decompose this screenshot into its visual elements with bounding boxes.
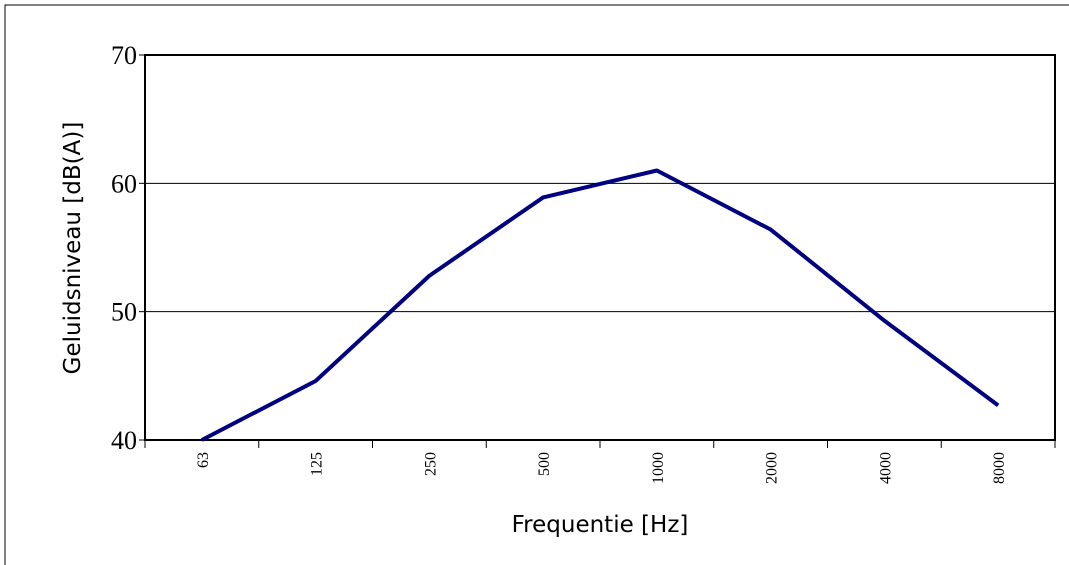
x-tick-label: 4000 bbox=[877, 452, 894, 484]
x-tick-label: 1000 bbox=[650, 452, 667, 484]
chart-frame bbox=[4, 4, 1069, 565]
x-axis-label: Frequentie [Hz] bbox=[512, 512, 689, 538]
x-tick-label: 8000 bbox=[991, 452, 1008, 484]
y-tick-label: 70 bbox=[111, 41, 137, 70]
y-tick-label: 40 bbox=[111, 426, 137, 455]
y-tick-label: 60 bbox=[111, 169, 137, 198]
x-tick-label: 63 bbox=[195, 452, 212, 468]
x-tick-label: 125 bbox=[309, 452, 326, 476]
x-tick-label: 250 bbox=[422, 452, 439, 476]
y-axis-label: Geluidsniveau [dB(A)] bbox=[60, 122, 86, 375]
y-tick-label: 50 bbox=[111, 298, 137, 327]
x-tick-label: 2000 bbox=[764, 452, 781, 484]
line-series bbox=[200, 168, 1000, 442]
x-tick-label: 500 bbox=[536, 452, 553, 476]
